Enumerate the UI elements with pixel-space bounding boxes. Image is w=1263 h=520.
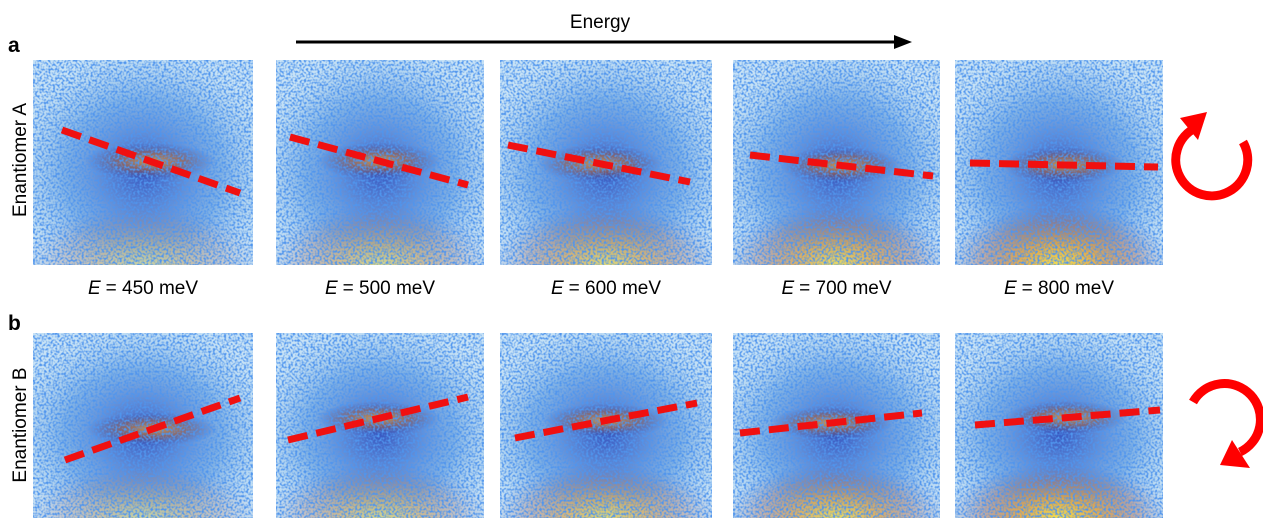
image-panel — [33, 333, 253, 518]
dashed-fit-line — [974, 406, 1161, 429]
row-label: Enantiomer B — [10, 367, 31, 482]
speckle — [276, 333, 484, 518]
image-panel — [955, 60, 1163, 265]
energy-symbol: E — [325, 278, 338, 299]
energy-symbol: E — [781, 278, 794, 299]
energy-symbol: E — [551, 278, 564, 299]
image-panel — [276, 60, 484, 265]
energy-symbol: E — [1004, 278, 1017, 299]
energy-value: = 500 meV — [343, 278, 436, 299]
dashed-fit-line — [514, 399, 698, 442]
panels — [33, 60, 1163, 518]
arrow-label: Energy — [570, 12, 631, 33]
image-panel — [733, 60, 940, 265]
dashed-fit-line — [63, 394, 242, 464]
speckle — [500, 333, 712, 518]
image-panel — [33, 60, 253, 265]
rotation-arrowhead — [1220, 440, 1250, 468]
dashed-fit-line — [287, 393, 469, 444]
energy-label: E = 450 meV — [88, 278, 198, 299]
row-label: Enantiomer A — [10, 103, 31, 217]
image-panel — [733, 333, 940, 518]
dashed-fit-line — [507, 141, 691, 186]
energy-value: = 800 meV — [1022, 278, 1115, 299]
energy-labels: E = 450 meV E = 500 meV E = 600 meV E = 700 meV… — [88, 278, 1114, 299]
energy-value: = 700 meV — [799, 278, 892, 299]
dashed-fit-line — [969, 159, 1159, 171]
rotation-arrow — [1171, 124, 1253, 201]
rotation-arrow — [1189, 379, 1263, 457]
image-panel — [276, 333, 484, 518]
energy-symbol: E — [88, 278, 101, 299]
energy-value: = 600 meV — [569, 278, 662, 299]
speckle — [33, 333, 253, 518]
energy-label: E = 700 meV — [781, 278, 891, 299]
image-panel — [500, 60, 712, 265]
energy-label: E = 600 meV — [551, 278, 661, 299]
dashed-fit-line — [739, 409, 923, 437]
image-panel — [955, 333, 1163, 518]
speckle — [733, 60, 940, 265]
image-panel — [500, 333, 712, 518]
energy-label: E = 800 meV — [1004, 278, 1114, 299]
dashed-fit-line — [289, 133, 469, 189]
panel-label: b — [8, 312, 21, 335]
speckle — [33, 60, 253, 265]
dashed-fit-line — [60, 126, 242, 197]
energy-arrowhead — [894, 35, 912, 49]
energy-label: E = 500 meV — [325, 278, 435, 299]
energy-value: = 450 meV — [106, 278, 199, 299]
dashed-fit-line — [749, 151, 934, 180]
panel-label: a — [8, 34, 20, 57]
rotation-arrowhead — [1180, 112, 1207, 140]
